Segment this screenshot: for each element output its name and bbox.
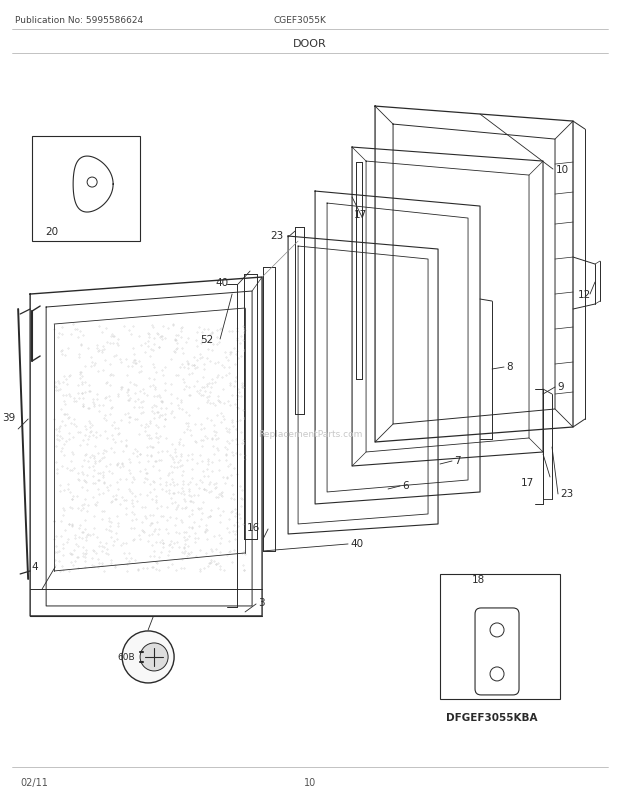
Text: 20: 20: [45, 227, 58, 237]
Text: 12: 12: [578, 290, 591, 300]
Text: 7: 7: [454, 456, 461, 465]
Text: 10: 10: [556, 165, 569, 175]
Text: ReplacementParts.com: ReplacementParts.com: [258, 430, 362, 439]
Text: 23: 23: [270, 231, 283, 241]
Text: 3: 3: [258, 597, 265, 607]
Text: 6: 6: [402, 480, 409, 490]
Text: 8: 8: [506, 362, 513, 371]
Text: 60B: 60B: [117, 653, 135, 662]
Text: 40: 40: [215, 277, 228, 288]
Text: Publication No: 5995586624: Publication No: 5995586624: [15, 15, 143, 25]
Text: 39: 39: [2, 412, 15, 423]
Text: 18: 18: [472, 574, 485, 584]
Text: 4: 4: [32, 561, 38, 571]
Text: CGEF3055K: CGEF3055K: [273, 15, 327, 25]
Text: 52: 52: [200, 334, 213, 345]
Circle shape: [122, 631, 174, 683]
Text: DFGEF3055KBA: DFGEF3055KBA: [446, 712, 538, 722]
Text: 10: 10: [304, 777, 316, 787]
Circle shape: [140, 643, 168, 671]
Text: 17: 17: [354, 210, 367, 220]
Text: 9: 9: [557, 382, 564, 391]
Text: 40: 40: [350, 538, 363, 549]
Text: DOOR: DOOR: [293, 39, 327, 49]
Bar: [32, 137, 140, 241]
Bar: [440, 574, 560, 699]
Text: 23: 23: [560, 488, 574, 498]
Text: 02/11: 02/11: [20, 777, 48, 787]
Text: 17: 17: [521, 477, 534, 488]
Text: 16: 16: [247, 522, 260, 533]
